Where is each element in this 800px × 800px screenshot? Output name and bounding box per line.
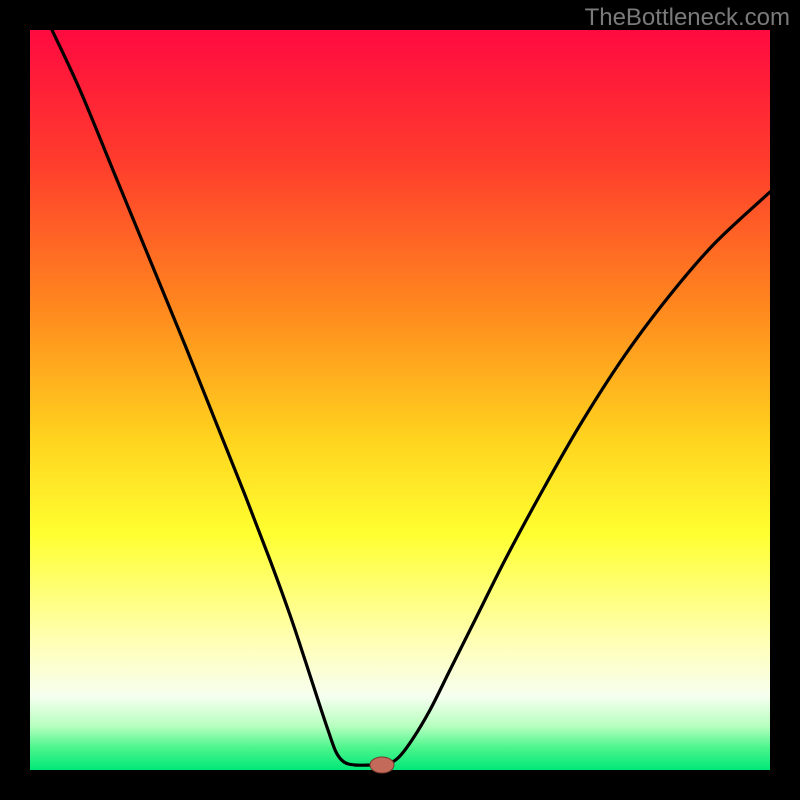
chart-plot-area [30,30,770,770]
watermark-text: TheBottleneck.com [585,4,790,32]
optimum-marker [370,757,394,773]
bottleneck-chart [0,0,800,800]
chart-container: TheBottleneck.com [0,0,800,800]
